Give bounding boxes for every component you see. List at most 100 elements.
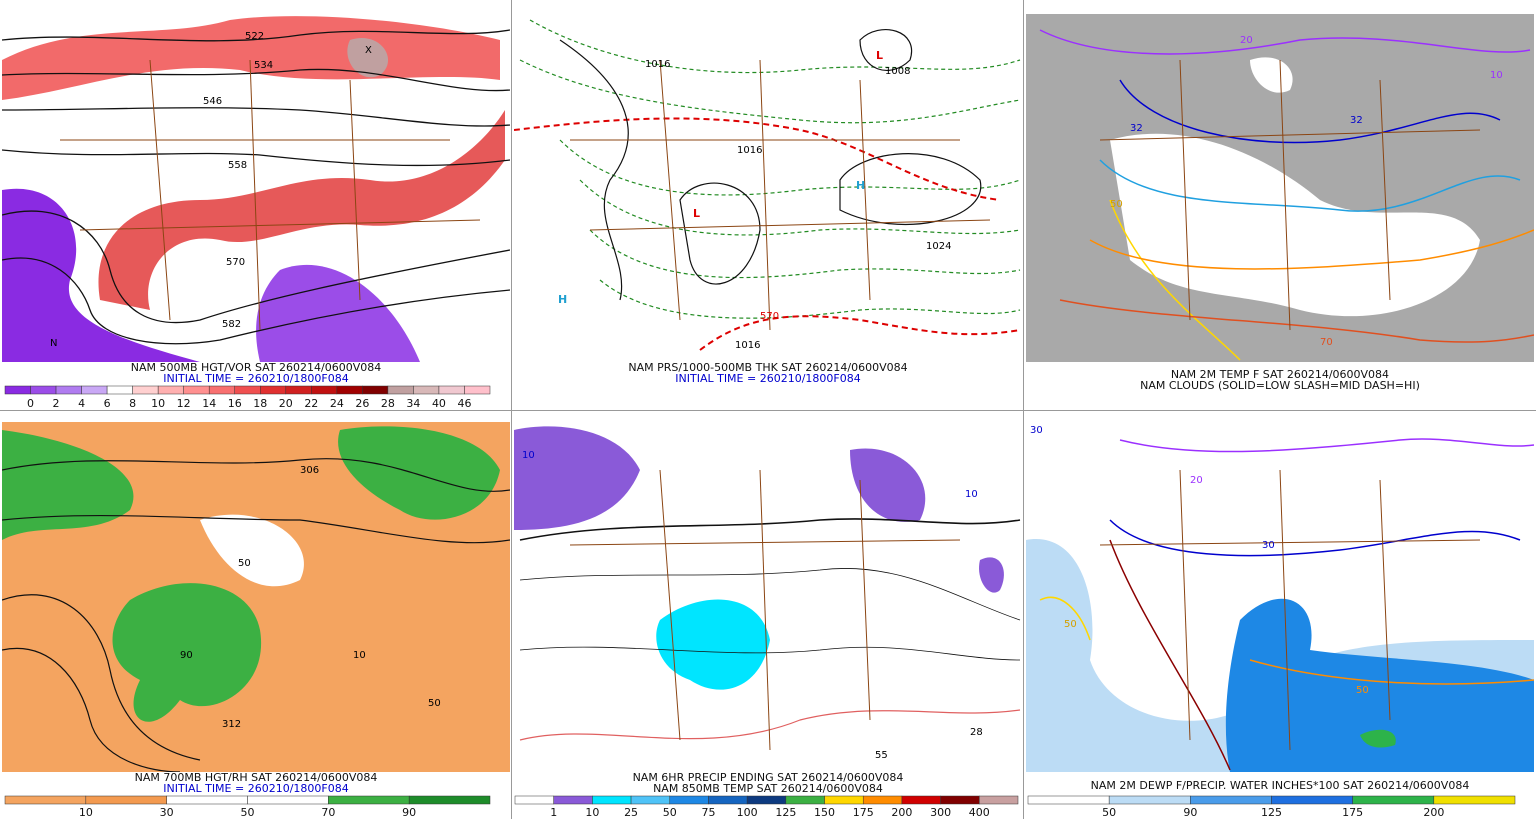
vort-neg (256, 264, 420, 362)
moist-area (338, 426, 500, 520)
map-precip: 10 55 28 10 (514, 422, 1022, 772)
dewpoint-label: 50 (1064, 619, 1077, 630)
borders (569, 469, 961, 751)
dewpoint-label: 30 (1030, 425, 1043, 436)
colorbar-swatch (166, 795, 248, 805)
isotherm-label: 32 (1130, 123, 1143, 134)
isotherm-label: 32 (1350, 115, 1363, 126)
height-label: 306 (300, 465, 319, 476)
colorbar-swatch (940, 795, 980, 805)
contour-label: 522 (245, 31, 264, 42)
map-pressure: 1016 1008 1024 1016 1016 H H L L 570 (514, 14, 1022, 362)
colorbar-swatch (247, 795, 329, 805)
colorbar-swatch (85, 795, 167, 805)
colorbar-label: 26 (355, 397, 369, 410)
colorbar-swatch (30, 385, 57, 395)
caption: NAM PRS/1000-500MB THK SAT 260214/0600V0… (628, 361, 907, 374)
colorbar-label: 34 (406, 397, 420, 410)
colorbar-swatch (1108, 795, 1191, 805)
colorbar-label: 90 (1183, 806, 1197, 819)
thickness-label: 570 (760, 311, 779, 322)
colorbar-label: 10 (585, 806, 599, 819)
vort-pos (2, 16, 500, 101)
colorbar-label: 300 (930, 806, 951, 819)
height-label: 312 (222, 719, 241, 730)
isobars (559, 29, 982, 301)
colorbar-label: 24 (330, 397, 344, 410)
isobar-label: 1024 (926, 241, 951, 252)
colorbar-swatch (553, 795, 593, 805)
rh-label: 90 (180, 650, 193, 661)
colorbar-label: 125 (1261, 806, 1282, 819)
borders (60, 59, 481, 331)
colorbar-label: 100 (737, 806, 758, 819)
colorbar-label: 70 (321, 806, 335, 819)
temp-contours (1039, 29, 1534, 361)
colorbar-swatch (464, 385, 491, 395)
caption: NAM 850MB TEMP SAT 260214/0600V084 (653, 782, 883, 795)
colorbar-swatch (514, 795, 554, 805)
dewpoint-contours (1039, 438, 1534, 771)
colorbar-label: 20 (279, 397, 293, 410)
colorbar-swatch (132, 385, 159, 395)
pw-area (1225, 598, 1534, 772)
isotherm-label: 20 (1240, 35, 1253, 46)
caption: NAM 700MB HGT/RH SAT 260214/0600V084 (135, 771, 378, 784)
colorbar-swatch (4, 385, 31, 395)
rh-label: 50 (428, 698, 441, 709)
map-dewpoint: 30 30 20 50 50 (1026, 422, 1534, 772)
dewpoint-label: 50 (1356, 685, 1369, 696)
colorbar-label: 50 (1102, 806, 1116, 819)
colorbar-swatch (183, 385, 210, 395)
colorbar-swatch (979, 795, 1019, 805)
colorbar-label: 16 (228, 397, 242, 410)
warm-contour (519, 709, 1021, 741)
caption: NAM 2M DEWP F/PRECIP. WATER INCHES*100 S… (1091, 779, 1470, 792)
colorbar-label: 12 (177, 397, 191, 410)
colorbar-swatch (408, 795, 491, 805)
low-center: L (876, 49, 883, 62)
moist-area (2, 430, 134, 540)
vort-pos (98, 110, 506, 310)
precip-area (979, 557, 1004, 593)
colorbar-label: 150 (814, 806, 835, 819)
colorbar-swatch (413, 385, 440, 395)
contour-label: 10 (965, 489, 978, 500)
colorbar-swatch (55, 385, 82, 395)
contour-label: 28 (970, 727, 983, 738)
map-700mb: 50 90 10 50 312 306 (2, 422, 510, 772)
colorbar-label: 50 (663, 806, 677, 819)
colorbar-label: 6 (104, 397, 111, 410)
colorbar-label: 200 (1423, 806, 1444, 819)
precip-area (850, 448, 926, 522)
colorbar-swatch (387, 385, 414, 395)
colorbar-label: 8 (129, 397, 136, 410)
isobar-label: 1016 (737, 145, 762, 156)
colorbar-swatch (746, 795, 787, 805)
colorbar-label: 22 (304, 397, 318, 410)
isobar-label: 1008 (885, 66, 910, 77)
colorbar-label: 175 (1342, 806, 1363, 819)
colorbar-swatch (106, 385, 133, 395)
caption: INITIAL TIME = 260210/1800F084 (675, 372, 860, 385)
isotherm-label: 10 (1490, 70, 1503, 81)
caption: NAM CLOUDS (SOLID=LOW SLASH=MID DASH=HI) (1140, 379, 1420, 392)
pw-area (1360, 729, 1396, 748)
precip-area (514, 426, 640, 530)
contour-label: 10 (522, 450, 535, 461)
colorbar-swatch (862, 795, 903, 805)
dewpoint-label: 30 (1262, 540, 1275, 551)
colorbar-swatch (362, 385, 389, 395)
min-marker: N (50, 338, 57, 349)
contour-label: 582 (222, 319, 241, 330)
colorbar-swatch (1027, 795, 1110, 805)
borders (1099, 469, 1481, 751)
clear-sky (1250, 57, 1293, 93)
colorbar-label: 90 (402, 806, 416, 819)
caption: INITIAL TIME = 260210/1800F084 (163, 372, 348, 385)
colorbar-label: 50 (241, 806, 255, 819)
colorbar-swatch (824, 795, 864, 805)
vort-max (347, 38, 389, 78)
colorbar-swatch (592, 795, 632, 805)
